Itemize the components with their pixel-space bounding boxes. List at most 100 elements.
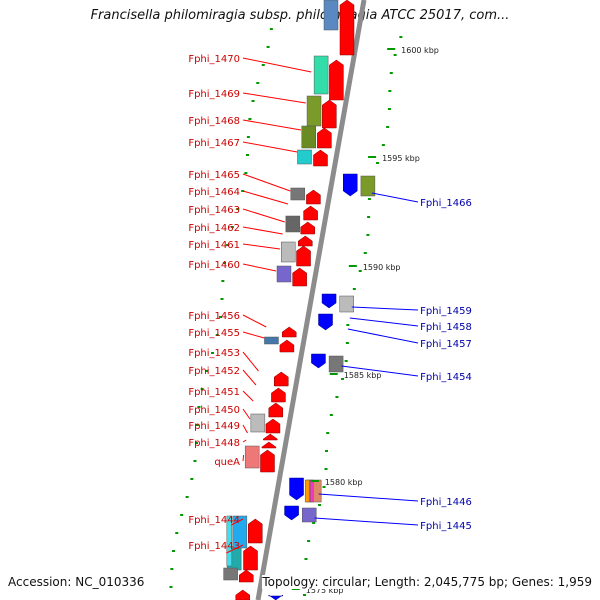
gc-mark: [352, 288, 356, 290]
gene-label-left: Fphi_1452: [188, 366, 240, 377]
gene-label-left: Fphi_1462: [188, 223, 240, 234]
gc-mark: [221, 280, 225, 282]
tick-label: 1580 kbp: [325, 478, 363, 487]
gc-mark: [180, 514, 184, 516]
gene-leader-line: [242, 190, 289, 205]
gene-label-left: Fphi_1450: [188, 405, 240, 416]
gene-label-right: Fphi_1466: [420, 198, 472, 209]
gene-leader-line: [242, 119, 302, 131]
forward-gene-arrow: [292, 267, 307, 287]
gc-mark: [399, 36, 403, 38]
gene-label-left: Fphi_1460: [188, 260, 240, 271]
tick-mark: [387, 48, 396, 50]
gene-leader-line: [242, 208, 285, 223]
gene-leader-line: [242, 331, 265, 339]
forward-gene-arrow: [296, 245, 311, 267]
gc-mark: [193, 460, 197, 462]
gc-mark: [269, 28, 273, 30]
gc-mark: [376, 162, 380, 164]
gene-leader-line: [226, 544, 244, 554]
gene-block: [301, 507, 317, 523]
gene-label-left: Fphi_1465: [188, 170, 240, 181]
gene-block: [339, 295, 354, 313]
gc-mark: [169, 586, 173, 588]
forward-gene-arrow: [260, 449, 275, 473]
tick-mark: [348, 265, 357, 267]
forward-gene-arrow: [317, 127, 332, 149]
gc-mark: [341, 378, 345, 380]
gc-mark: [215, 334, 219, 336]
forward-gene-arrow: [261, 441, 277, 449]
forward-gene-arrow: [281, 326, 297, 338]
gc-mark: [393, 54, 397, 56]
tick-label: 1575 kbp: [306, 586, 344, 595]
gene-leader-line: [242, 454, 245, 462]
gc-mark: [205, 370, 209, 372]
gene-label-left: Fphi_1453: [188, 348, 240, 359]
forward-gene-arrow: [339, 0, 355, 56]
gc-mark: [266, 46, 270, 48]
gene-leader-line: [242, 173, 291, 192]
gene-label-left: Fphi_1470: [188, 54, 240, 65]
forward-gene-arrow: [322, 99, 337, 129]
gc-mark: [251, 100, 255, 102]
gene-label-left: Fphi_1468: [188, 116, 240, 127]
accession-text: Accession: NC_010336: [8, 575, 145, 589]
gc-mark: [302, 594, 306, 596]
gene-label-left: Fphi_1451: [188, 387, 240, 398]
gc-mark: [210, 352, 214, 354]
tick-label: 1600 kbp: [401, 46, 439, 55]
gene-block: [328, 355, 344, 373]
tick-label: 1585 kbp: [344, 371, 382, 380]
gc-mark: [344, 360, 348, 362]
backbone-line: [255, 0, 367, 600]
gene-leader-line: [242, 390, 254, 402]
gc-mark: [256, 82, 260, 84]
gc-mark: [312, 522, 316, 524]
gene-block: [276, 265, 292, 283]
gene-leader-line: [231, 518, 244, 526]
gene-block: [264, 336, 279, 345]
gene-label-left: Fphi_1444: [188, 515, 240, 526]
gene-label-right: Fphi_1459: [420, 306, 472, 317]
reverse-gene-arrow: [268, 594, 283, 600]
gene-label-right: Fphi_1454: [420, 372, 472, 383]
gc-mark: [367, 216, 371, 218]
gene-block: [226, 515, 233, 567]
gc-mark: [389, 72, 393, 74]
reverse-gene-arrow: [289, 477, 304, 501]
genome-backbone: [255, 0, 367, 600]
forward-gene-arrow: [306, 189, 321, 205]
gc-mark: [170, 568, 174, 570]
gc-mark: [171, 550, 175, 552]
gene-block: [313, 55, 329, 95]
gene-block: [301, 125, 316, 149]
gene-block: [223, 567, 238, 581]
gene-leader-line: [318, 493, 419, 502]
gc-mark: [358, 270, 362, 272]
gene-label-left: Fphi_1467: [188, 138, 240, 149]
gc-mark: [307, 540, 311, 542]
forward-gene-arrow: [268, 402, 284, 418]
gene-label-right: Fphi_1445: [420, 521, 472, 532]
forward-gene-arrow: [235, 589, 250, 600]
reverse-gene-arrow: [311, 353, 326, 369]
gc-mark: [246, 136, 250, 138]
gc-mark: [324, 468, 328, 470]
gc-mark: [241, 190, 245, 192]
reverse-gene-arrow: [318, 313, 333, 331]
gene-block: [306, 95, 322, 127]
gc-mark: [326, 432, 330, 434]
gc-mark: [175, 532, 179, 534]
gene-leader-line: [242, 351, 259, 372]
gc-mark: [230, 226, 234, 228]
gene-label-left: Fphi_1464: [188, 187, 240, 198]
gene-label-left: Fphi_1463: [188, 205, 240, 216]
gene-leader-line: [242, 243, 281, 250]
gc-mark: [366, 234, 370, 236]
forward-gene-arrow: [303, 205, 318, 221]
gene-leader-line: [349, 317, 419, 327]
tick-mark: [329, 373, 338, 375]
position-ticks: 1600 kbp 1595 kbp 1590 kbp 1585 kbp 1580 kbp…: [291, 46, 439, 595]
